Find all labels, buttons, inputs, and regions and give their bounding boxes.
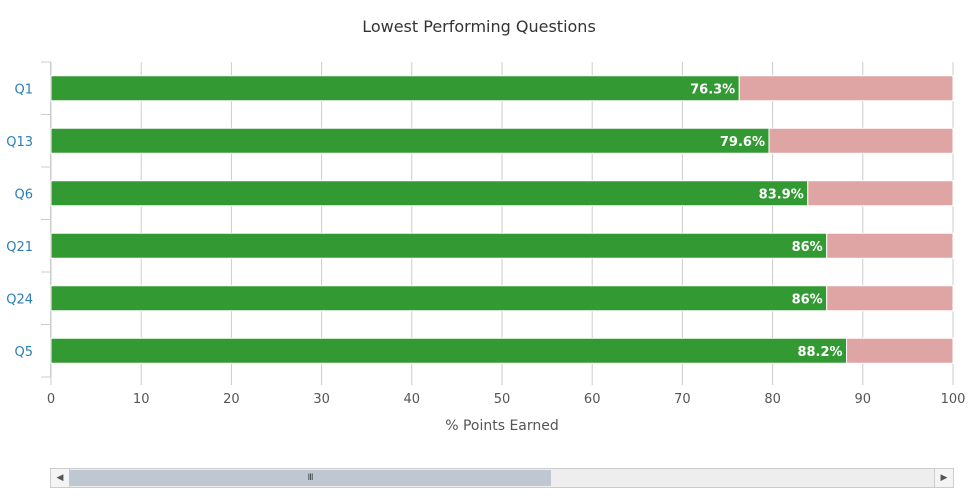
bars: 76.3% 79.6% 83.9% 86% 86% 88.2% bbox=[50, 75, 954, 364]
bar-remainder bbox=[738, 75, 954, 102]
x-tick-label: 80 bbox=[764, 392, 781, 407]
category-label: Q5 bbox=[14, 345, 33, 360]
data-label: 79.6% bbox=[720, 135, 765, 150]
bar-earned bbox=[50, 127, 770, 154]
bar-remainder bbox=[807, 180, 954, 207]
category-label: Q6 bbox=[14, 187, 33, 202]
data-label: 88.2% bbox=[797, 345, 842, 360]
scrollbar-thumb[interactable]: III bbox=[69, 470, 551, 486]
bar-remainder bbox=[826, 232, 954, 259]
x-tick-label: 60 bbox=[584, 392, 601, 407]
horizontal-scrollbar[interactable]: ◀ III ▶ bbox=[50, 468, 954, 488]
data-label: 76.3% bbox=[690, 82, 735, 97]
bar-earned bbox=[50, 337, 848, 364]
scroll-left-icon[interactable]: ◀ bbox=[51, 469, 70, 487]
grid-lines bbox=[41, 61, 954, 385]
bar-remainder bbox=[826, 285, 954, 312]
bar-earned bbox=[50, 285, 828, 312]
bar-remainder bbox=[768, 127, 954, 154]
category-label: Q13 bbox=[6, 135, 33, 150]
data-label: 83.9% bbox=[759, 187, 804, 202]
x-tick-label: 50 bbox=[494, 392, 511, 407]
bar-remainder bbox=[846, 337, 954, 364]
data-label: 86% bbox=[792, 240, 823, 255]
x-tick-label: 70 bbox=[674, 392, 691, 407]
bar-earned bbox=[50, 180, 809, 207]
chart-title: Lowest Performing Questions bbox=[362, 17, 596, 36]
category-label: Q24 bbox=[6, 292, 33, 307]
x-tick-label: 100 bbox=[941, 392, 966, 407]
category-label: Q21 bbox=[6, 240, 33, 255]
data-label: 86% bbox=[792, 292, 823, 307]
category-labels: Q1 Q13 Q6 Q21 Q24 Q5 bbox=[6, 82, 33, 360]
bar-earned bbox=[50, 232, 828, 259]
category-label: Q1 bbox=[14, 82, 33, 97]
x-tick-label: 10 bbox=[133, 392, 150, 407]
x-axis-title: % Points Earned bbox=[445, 418, 559, 434]
x-tick-label: 0 bbox=[47, 392, 55, 407]
x-tick-label: 90 bbox=[855, 392, 872, 407]
bar-earned bbox=[50, 75, 740, 102]
x-tick-label: 20 bbox=[223, 392, 240, 407]
x-tick-label: 40 bbox=[404, 392, 421, 407]
x-tick-labels: 0 10 20 30 40 50 60 70 80 90 100 bbox=[47, 392, 966, 407]
bar-chart: Lowest Performing Questions 76.3% 79.6% 83… bbox=[6, 17, 966, 434]
x-tick-label: 30 bbox=[313, 392, 330, 407]
scroll-right-icon[interactable]: ▶ bbox=[934, 469, 953, 487]
